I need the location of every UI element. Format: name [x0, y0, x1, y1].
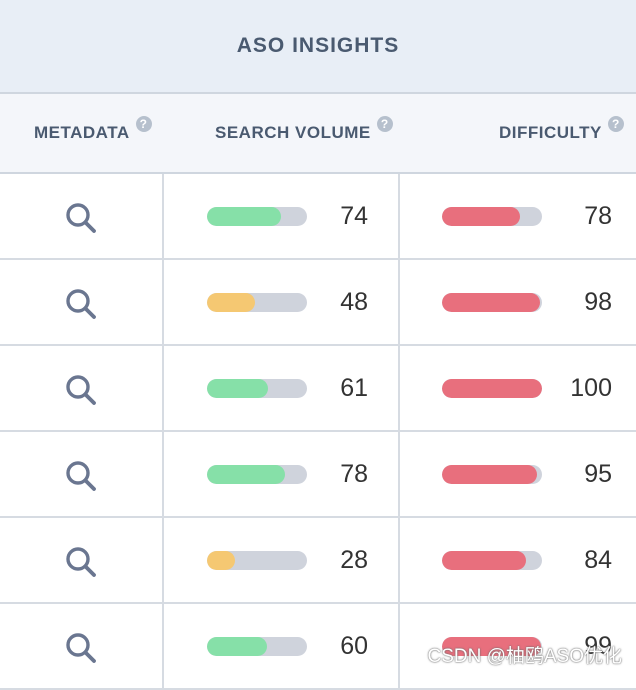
difficulty-value: 78 — [584, 202, 612, 230]
column-label-metadata: METADATA — [34, 123, 130, 142]
difficulty-bar — [442, 207, 542, 226]
difficulty-bar-fill — [442, 379, 542, 398]
search-volume-bar — [207, 293, 307, 312]
column-label-search-volume: SEARCH VOLUME — [215, 123, 371, 142]
help-icon[interactable]: ? — [376, 116, 393, 132]
search-volume-cell: 28 — [162, 518, 400, 602]
aso-insights-header: ASO INSIGHTS — [0, 0, 636, 94]
search-icon[interactable] — [64, 287, 98, 321]
search-volume-bar-fill — [207, 551, 235, 570]
difficulty-value: 100 — [570, 374, 612, 402]
search-icon[interactable] — [64, 631, 98, 665]
difficulty-value: 98 — [584, 288, 612, 316]
difficulty-cell: 84 — [398, 518, 636, 602]
column-header-row: METADATA ? SEARCH VOLUME ? DIFFICULTY ? — [0, 94, 636, 174]
column-label-difficulty: DIFFICULTY — [499, 123, 602, 142]
table-row: 61 100 — [0, 346, 636, 432]
difficulty-cell: 78 — [398, 174, 636, 258]
difficulty-bar — [442, 379, 542, 398]
search-volume-value: 61 — [340, 374, 368, 402]
metadata-cell — [0, 174, 162, 258]
difficulty-bar-fill — [442, 465, 537, 484]
table-row: 78 95 — [0, 432, 636, 518]
difficulty-value: 95 — [584, 460, 612, 488]
metadata-cell — [0, 346, 162, 430]
difficulty-bar — [442, 465, 542, 484]
search-volume-bar-fill — [207, 637, 267, 656]
search-icon[interactable] — [64, 545, 98, 579]
search-volume-bar-fill — [207, 465, 285, 484]
search-volume-bar — [207, 207, 307, 226]
difficulty-bar — [442, 551, 542, 570]
metadata-cell — [0, 518, 162, 602]
column-header-difficulty: DIFFICULTY ? — [499, 94, 624, 172]
search-icon[interactable] — [64, 201, 98, 235]
search-volume-value: 48 — [340, 288, 368, 316]
difficulty-value: 99 — [584, 632, 612, 660]
insights-table-body: 74 78 48 98 61 100 78 95 28 84 60 99 — [0, 174, 636, 690]
search-volume-value: 78 — [340, 460, 368, 488]
difficulty-cell: 98 — [398, 260, 636, 344]
column-header-search-volume: SEARCH VOLUME ? — [215, 94, 393, 172]
table-row: 48 98 — [0, 260, 636, 346]
page-title: ASO INSIGHTS — [236, 34, 400, 57]
search-volume-value: 60 — [340, 632, 368, 660]
search-volume-cell: 60 — [162, 604, 400, 688]
metadata-cell — [0, 432, 162, 516]
search-volume-bar — [207, 637, 307, 656]
table-row: 60 99 — [0, 604, 636, 690]
search-volume-bar — [207, 465, 307, 484]
help-icon[interactable]: ? — [607, 116, 624, 132]
difficulty-bar — [442, 293, 542, 312]
search-icon[interactable] — [64, 459, 98, 493]
help-icon[interactable]: ? — [135, 116, 152, 132]
search-volume-cell: 78 — [162, 432, 400, 516]
table-row: 28 84 — [0, 518, 636, 604]
difficulty-cell: 95 — [398, 432, 636, 516]
difficulty-bar-fill — [442, 207, 520, 226]
search-volume-bar — [207, 551, 307, 570]
difficulty-bar-fill — [442, 293, 540, 312]
search-volume-cell: 74 — [162, 174, 400, 258]
watermark: CSDN @柚鸥ASO优化 — [427, 646, 622, 667]
difficulty-value: 84 — [584, 546, 612, 574]
search-icon[interactable] — [64, 373, 98, 407]
search-volume-bar-fill — [207, 207, 281, 226]
search-volume-value: 28 — [340, 546, 368, 574]
difficulty-cell: 99 — [398, 604, 636, 688]
search-volume-bar-fill — [207, 293, 255, 312]
search-volume-value: 74 — [340, 202, 368, 230]
search-volume-bar — [207, 379, 307, 398]
difficulty-bar-fill — [442, 551, 526, 570]
search-volume-cell: 61 — [162, 346, 400, 430]
search-volume-cell: 48 — [162, 260, 400, 344]
difficulty-bar — [442, 637, 542, 656]
difficulty-bar-fill — [442, 637, 541, 656]
difficulty-cell: 100 — [398, 346, 636, 430]
column-header-metadata: METADATA ? — [34, 94, 152, 172]
metadata-cell — [0, 604, 162, 688]
table-row: 74 78 — [0, 174, 636, 260]
search-volume-bar-fill — [207, 379, 268, 398]
metadata-cell — [0, 260, 162, 344]
